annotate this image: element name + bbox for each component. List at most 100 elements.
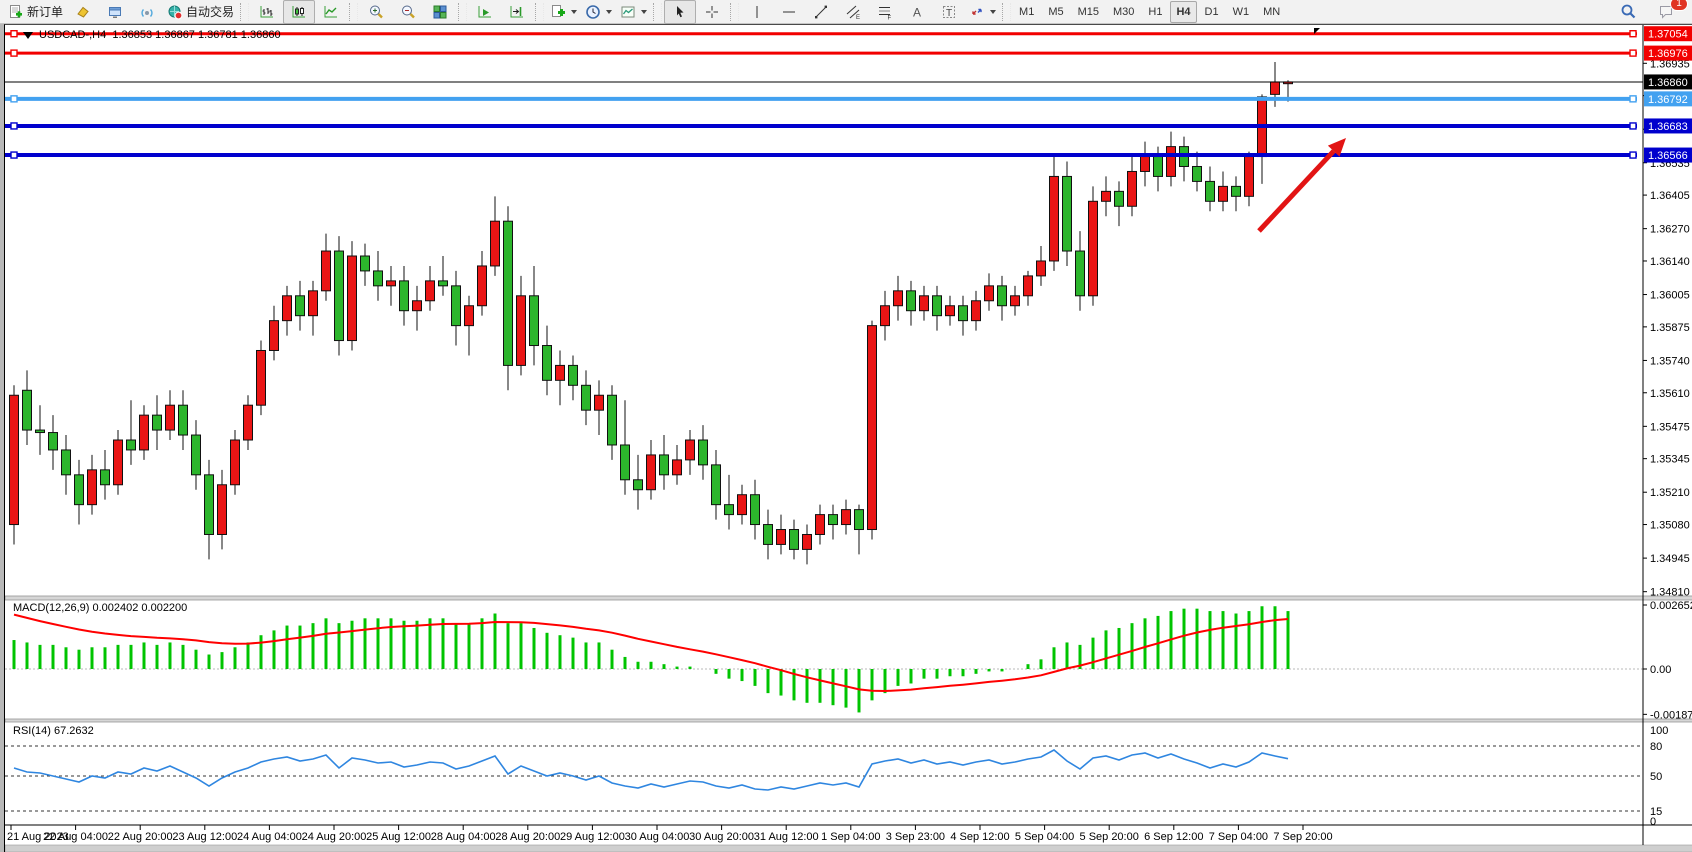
- text-label-tool-button[interactable]: T: [933, 0, 965, 24]
- candlestick: [1140, 156, 1150, 172]
- line-selection-handle[interactable]: [1629, 95, 1637, 103]
- horizontal-line-tool-button[interactable]: [773, 0, 805, 24]
- data-window-button[interactable]: [99, 0, 131, 24]
- line-selection-handle[interactable]: [10, 49, 18, 57]
- price-badge-label: 1.36792: [1648, 94, 1688, 106]
- line-selection-handle[interactable]: [1629, 151, 1637, 159]
- autotrading-label: 自动交易: [186, 5, 235, 19]
- line-selection-handle[interactable]: [10, 95, 18, 103]
- auto-scroll-button[interactable]: [469, 0, 501, 24]
- timeframe-button-m30[interactable]: M30: [1113, 5, 1135, 18]
- timeframe-button-m5[interactable]: M5: [1048, 5, 1064, 18]
- market-watch-button[interactable]: [67, 0, 99, 24]
- zoom-out-button[interactable]: [392, 0, 424, 24]
- candlestick: [1101, 190, 1111, 202]
- toolbar-grip: [730, 2, 740, 21]
- price-axis-tick-label: 1.35740: [1650, 355, 1690, 367]
- timeframe-button-d1[interactable]: D1: [1204, 5, 1219, 18]
- notifications-button[interactable]: 1: [1650, 0, 1688, 24]
- time-axis-label: 30 Aug 04:00: [625, 831, 690, 843]
- arrows-tool-button[interactable]: [965, 0, 1000, 24]
- candlestick: [126, 439, 136, 451]
- timeframe-button-mn[interactable]: MN: [1263, 5, 1281, 18]
- templates-button[interactable]: [616, 0, 651, 24]
- auto-scroll-icon: [478, 5, 492, 17]
- svg-text:E: E: [856, 15, 860, 20]
- candlestick: [932, 295, 942, 317]
- fibonacci-tool-button[interactable]: F: [869, 0, 901, 24]
- line-selection-handle[interactable]: [10, 151, 18, 159]
- candlestick: [815, 514, 825, 535]
- line-chart-button[interactable]: [315, 0, 347, 24]
- indicators-icon: [552, 4, 566, 17]
- candlestick: [191, 434, 201, 476]
- candlestick: [386, 280, 396, 287]
- equidistant-channel-icon: E: [846, 5, 860, 20]
- zoom-in-button[interactable]: [360, 0, 392, 24]
- candlestick: [35, 429, 45, 434]
- tile-windows-button[interactable]: [424, 0, 456, 24]
- timeframe-button-m1[interactable]: M1: [1019, 5, 1035, 18]
- price-axis-tick-label: 1.34810: [1650, 587, 1690, 599]
- candlestick: [399, 280, 409, 312]
- trendline-tool-button[interactable]: [805, 0, 837, 24]
- bar-chart-button[interactable]: [251, 0, 283, 24]
- timeframe-button-h4[interactable]: H4: [1170, 0, 1197, 23]
- macd-axis-tick-label: 0.00: [1650, 664, 1671, 676]
- price-axis-tick-label: 1.36270: [1650, 224, 1690, 236]
- svg-text:T: T: [946, 8, 952, 19]
- panel-separator[interactable]: [5, 595, 1692, 601]
- chart-shift-marker[interactable]: [1308, 28, 1320, 34]
- candlestick: [178, 404, 188, 436]
- time-axis-label: 31 Aug 12:00: [754, 831, 819, 843]
- time-axis-label: 30 Aug 20:00: [689, 831, 754, 843]
- candlestick: [22, 389, 32, 431]
- candlestick: [620, 444, 630, 481]
- price-axis-tick-label: 1.34945: [1650, 553, 1690, 565]
- timeframe-button-w1[interactable]: W1: [1232, 5, 1250, 18]
- line-selection-handle[interactable]: [1629, 49, 1637, 57]
- periods-button[interactable]: [581, 0, 616, 24]
- crosshair-button[interactable]: [696, 0, 728, 24]
- candlestick: [828, 514, 838, 526]
- line-selection-handle[interactable]: [10, 30, 18, 38]
- signals-button[interactable]: [131, 0, 163, 24]
- equidistant-channel-tool-button[interactable]: E: [837, 0, 869, 24]
- candlestick-chart-button[interactable]: [283, 0, 316, 24]
- price-chart-canvas[interactable]: 1.369351.368051.366701.365351.364051.362…: [5, 25, 1692, 852]
- price-badge-label: 1.36976: [1648, 48, 1688, 60]
- text-tool-icon: A: [913, 5, 921, 19]
- search-button[interactable]: [1612, 0, 1644, 24]
- line-selection-handle[interactable]: [10, 122, 18, 130]
- candlestick: [113, 439, 123, 486]
- one-click-trading-toggle[interactable]: [23, 32, 33, 39]
- time-axis-label: 5 Sep 04:00: [1015, 831, 1074, 843]
- line-selection-handle[interactable]: [1629, 30, 1637, 38]
- candlestick: [1114, 190, 1124, 207]
- timeframe-button-h1[interactable]: H1: [1148, 5, 1163, 18]
- price-axis-tick-label: 1.36005: [1650, 290, 1690, 302]
- candlestick: [854, 509, 864, 531]
- cursor-button[interactable]: [664, 0, 697, 24]
- rsi-line: [13, 749, 1289, 791]
- rsi-axis-tick-label: 80: [1650, 741, 1662, 753]
- trend-arrow-annotation[interactable]: [1257, 149, 1336, 233]
- candlestick: [347, 255, 357, 342]
- vertical-line-tool-button[interactable]: [741, 0, 773, 24]
- line-selection-handle[interactable]: [1629, 122, 1637, 130]
- autotrading-button[interactable]: 自动交易: [163, 0, 238, 24]
- time-axis-label: 22 Aug 20:00: [108, 831, 173, 843]
- candlestick: [438, 280, 448, 287]
- chart-shift-button[interactable]: [501, 0, 533, 24]
- text-tool-button[interactable]: A: [901, 0, 933, 24]
- timeframe-button-m15[interactable]: M15: [1077, 5, 1099, 18]
- text-label-icon: T: [943, 5, 956, 19]
- rsi-label: RSI(14) 67.2632: [13, 725, 94, 737]
- trend-arrow-head[interactable]: [1327, 138, 1346, 157]
- timeframe-group: M1 M5 M15 M30 H1 H4 D1 W1 MN: [1013, 0, 1286, 23]
- new-order-button[interactable]: 新订单: [4, 0, 67, 24]
- indicators-button[interactable]: [546, 0, 581, 24]
- panel-separator[interactable]: [5, 718, 1692, 723]
- toolbar-grip: [349, 2, 359, 21]
- templates-icon: [621, 6, 635, 17]
